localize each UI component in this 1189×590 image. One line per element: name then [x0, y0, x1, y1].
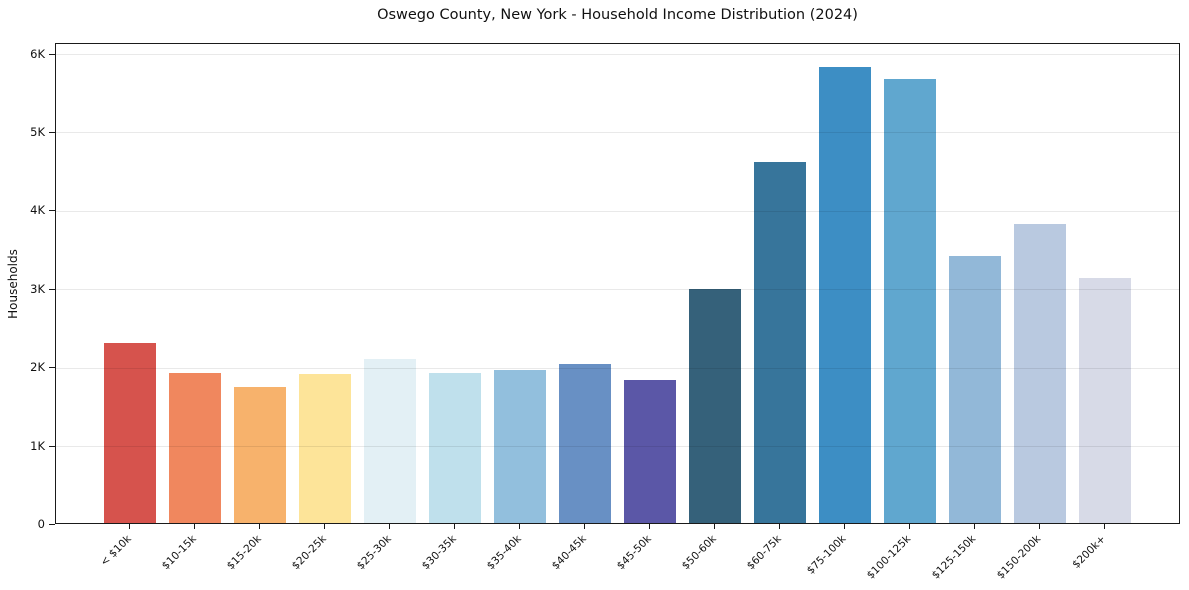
- y-tick-label: 0: [37, 517, 45, 531]
- gridline: [56, 367, 1179, 369]
- x-tick-label: $75-100k: [804, 533, 849, 577]
- x-tick-label: $10-15k: [159, 533, 199, 573]
- x-tick-mark: [194, 524, 195, 529]
- bar: [689, 289, 741, 523]
- x-tick-mark: [779, 524, 780, 529]
- bar: [949, 256, 1001, 523]
- y-tick-mark: [49, 131, 55, 133]
- bar: [819, 66, 871, 523]
- y-tick-label: 2K: [30, 360, 45, 375]
- bar: [559, 363, 611, 523]
- bar: [884, 79, 936, 523]
- gridline: [56, 210, 1179, 212]
- x-tick-label: $50-60k: [679, 533, 719, 573]
- x-tick-label: < $10k: [97, 533, 134, 569]
- x-tick-mark: [454, 524, 455, 529]
- x-tick-label: $40-45k: [549, 533, 589, 573]
- x-tick-label: $35-40k: [484, 533, 524, 573]
- bar: [1014, 223, 1066, 523]
- y-tick-label: 3K: [30, 281, 45, 296]
- bar: [429, 373, 481, 523]
- y-tick-label: 5K: [30, 124, 45, 139]
- bar: [624, 380, 676, 523]
- x-tick-mark: [844, 524, 845, 529]
- gridline: [56, 132, 1179, 134]
- x-tick-label: $20-25k: [289, 533, 329, 573]
- bar: [364, 359, 416, 523]
- y-tick-label: 4K: [30, 203, 45, 218]
- bar: [494, 370, 546, 523]
- chart-title: Oswego County, New York - Household Inco…: [377, 7, 858, 23]
- x-tick-label: $15-20k: [224, 533, 264, 573]
- x-tick-mark: [584, 524, 585, 529]
- x-tick-label: $60-75k: [744, 533, 784, 573]
- x-tick-mark: [519, 524, 520, 529]
- gridline: [56, 446, 1179, 448]
- gridline: [56, 54, 1179, 56]
- y-tick-mark: [49, 367, 55, 369]
- x-tick-mark: [909, 524, 910, 529]
- y-tick-mark: [49, 288, 55, 290]
- x-tick-mark: [324, 524, 325, 529]
- x-tick-label: $25-30k: [354, 533, 394, 573]
- x-tick-label: $45-50k: [614, 533, 654, 573]
- bar: [104, 342, 156, 523]
- bar: [234, 386, 286, 523]
- x-tick-label: $200k+: [1070, 533, 1109, 571]
- x-tick-label: $150-200k: [994, 533, 1044, 582]
- y-tick-label: 1K: [30, 438, 45, 453]
- x-tick-mark: [389, 524, 390, 529]
- bar: [299, 374, 351, 523]
- y-tick-mark: [49, 524, 55, 525]
- x-tick-mark: [714, 524, 715, 529]
- plot-area: [55, 43, 1180, 524]
- bar: [169, 373, 221, 523]
- x-tick-label: $125-150k: [929, 533, 979, 582]
- y-tick-mark: [49, 53, 55, 55]
- x-tick-mark: [974, 524, 975, 529]
- y-tick-label: 6K: [30, 46, 45, 61]
- x-tick-mark: [129, 524, 130, 529]
- bar: [754, 161, 806, 523]
- x-tick-mark: [1039, 524, 1040, 529]
- x-tick-label: $30-35k: [419, 533, 459, 573]
- x-tick-label: $100-125k: [864, 533, 914, 582]
- y-tick-mark: [49, 210, 55, 212]
- x-tick-mark: [649, 524, 650, 529]
- x-tick-mark: [1104, 524, 1105, 529]
- bar: [1079, 277, 1131, 523]
- gridline: [56, 289, 1179, 291]
- x-tick-mark: [259, 524, 260, 529]
- y-tick-mark: [49, 445, 55, 447]
